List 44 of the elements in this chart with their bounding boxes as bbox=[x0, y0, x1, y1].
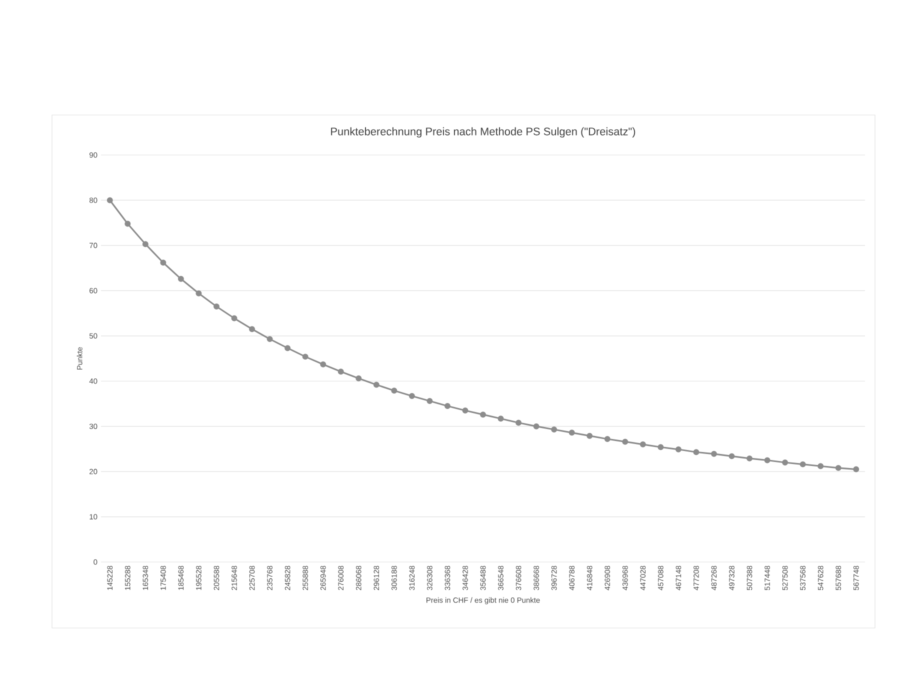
point bbox=[604, 436, 610, 442]
point bbox=[782, 460, 788, 466]
point bbox=[568, 430, 575, 436]
point bbox=[551, 426, 558, 432]
point bbox=[853, 466, 860, 472]
point bbox=[444, 402, 450, 409]
point bbox=[320, 361, 326, 368]
point bbox=[231, 315, 238, 322]
point bbox=[338, 368, 344, 375]
point bbox=[658, 444, 664, 450]
chart-title: Punkteberechnung Preis nach Methode PS Sulgen ("Dreisatz") bbox=[331, 127, 636, 138]
point bbox=[266, 336, 273, 342]
point bbox=[249, 326, 256, 332]
point bbox=[462, 408, 468, 414]
point bbox=[675, 446, 682, 452]
point bbox=[196, 290, 202, 296]
point bbox=[764, 457, 770, 464]
point bbox=[516, 420, 522, 426]
point bbox=[426, 398, 433, 404]
point bbox=[408, 393, 415, 400]
point bbox=[835, 464, 842, 471]
point bbox=[480, 412, 486, 418]
point bbox=[284, 345, 291, 352]
point bbox=[391, 388, 398, 394]
point bbox=[586, 432, 593, 439]
point bbox=[533, 423, 540, 430]
point bbox=[622, 438, 628, 445]
point bbox=[124, 220, 131, 227]
point bbox=[640, 441, 646, 448]
point bbox=[728, 453, 735, 460]
point bbox=[818, 463, 824, 470]
point bbox=[302, 354, 308, 360]
point bbox=[710, 450, 717, 457]
point bbox=[213, 304, 220, 310]
point bbox=[498, 416, 504, 422]
point bbox=[800, 461, 806, 468]
point bbox=[178, 276, 184, 282]
point bbox=[693, 449, 700, 456]
point bbox=[142, 241, 148, 248]
point bbox=[160, 260, 166, 266]
point bbox=[106, 197, 113, 204]
point bbox=[356, 375, 362, 382]
point bbox=[373, 382, 380, 388]
point bbox=[746, 455, 753, 462]
